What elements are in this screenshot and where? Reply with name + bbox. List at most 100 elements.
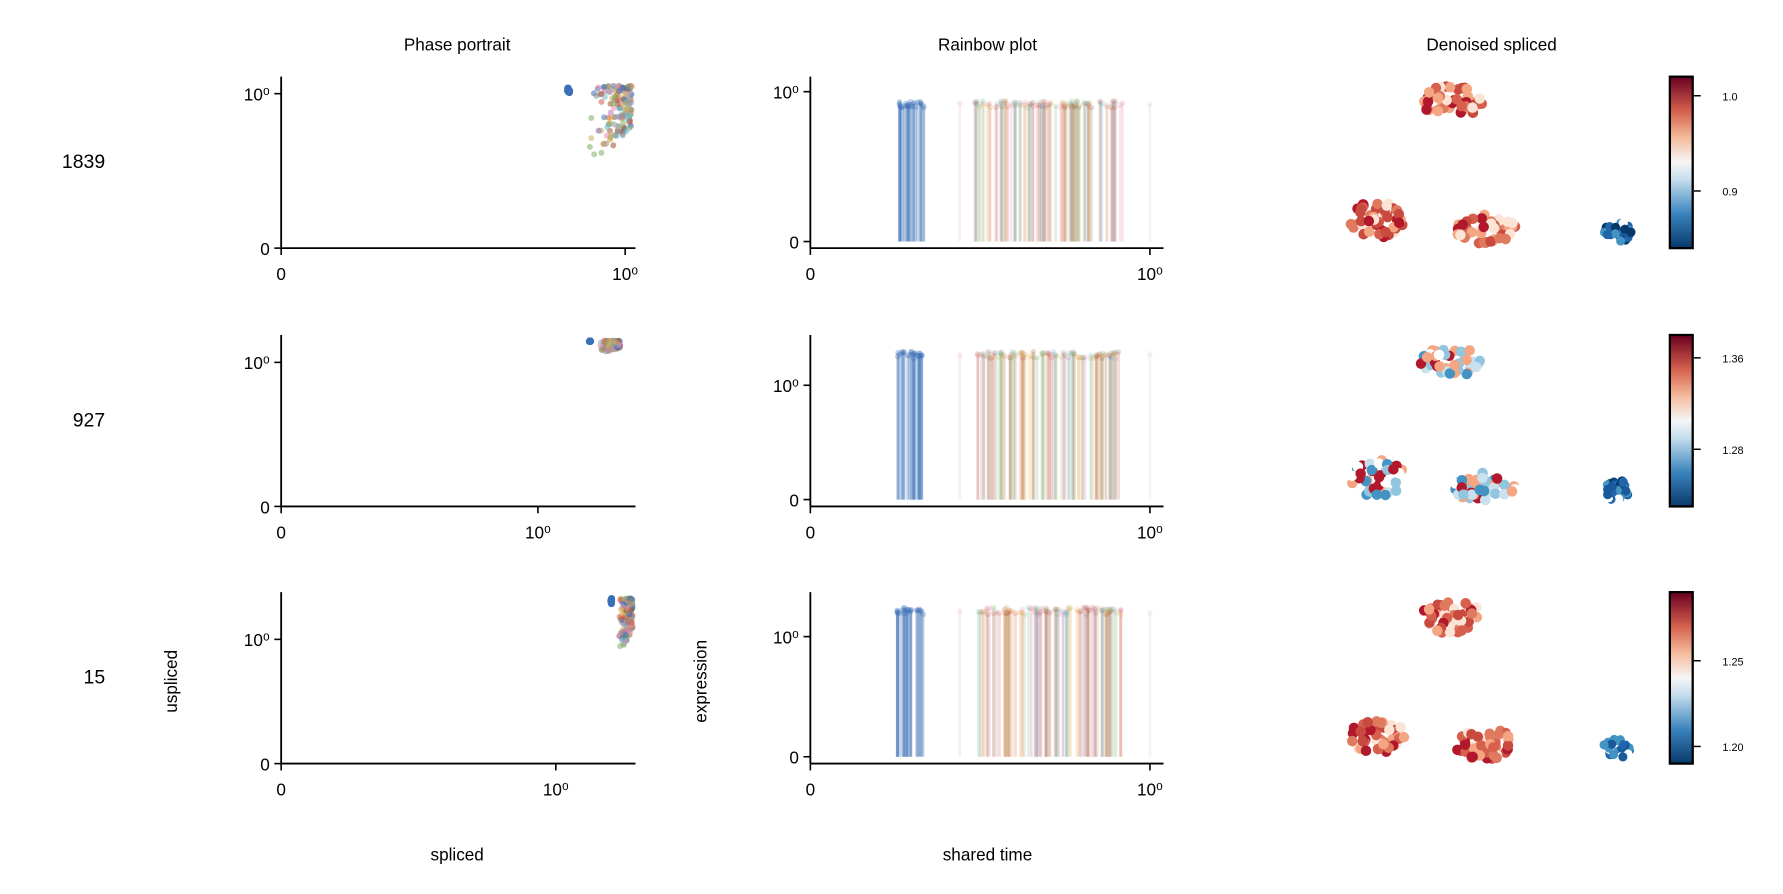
rainbow-point — [1017, 350, 1023, 357]
rainbow-point — [1063, 611, 1070, 618]
umap-cell-point — [1345, 218, 1357, 230]
colorbar-tick-label: 1.0 — [1722, 91, 1737, 103]
rainbow-point — [1052, 103, 1059, 110]
umap-cell-point — [1467, 751, 1478, 763]
rainbow-point — [1102, 611, 1109, 618]
rainbow-point — [1039, 351, 1046, 358]
rainbow-point — [911, 99, 917, 106]
phase-point — [610, 142, 617, 149]
colorbar-tick-label: 1.20 — [1722, 742, 1743, 754]
umap-cell-point — [1355, 215, 1367, 227]
rainbow-point — [1084, 604, 1091, 611]
rainbow-point — [1052, 352, 1059, 359]
rainbow-point — [1043, 608, 1049, 615]
rainbow-point — [1019, 609, 1025, 616]
rainbow-point — [997, 350, 1004, 357]
rainbow-point — [1093, 352, 1100, 359]
rainbow-point — [975, 609, 982, 615]
rainbow-point — [905, 101, 911, 108]
rainbow-point — [1107, 608, 1114, 615]
rainbow-point — [912, 350, 919, 357]
rainbow-point — [1034, 354, 1040, 361]
rainbow-point — [1022, 99, 1028, 106]
denoised-spliced-panel-1: 1.0 0.9 — [1345, 75, 1738, 250]
rainbow-point — [899, 350, 906, 356]
rainbow-point — [1038, 605, 1044, 612]
rainbow-point — [904, 102, 911, 109]
rainbow-point — [908, 348, 915, 355]
phase-point — [597, 342, 604, 349]
rainbow-point — [903, 100, 909, 107]
umap-cell-point — [1357, 735, 1368, 747]
rainbow-point — [908, 349, 914, 355]
rainbow-point — [1107, 350, 1114, 357]
rainbow-point — [1057, 104, 1064, 110]
umap-cell-point — [1506, 486, 1518, 497]
rainbow-point — [916, 607, 922, 614]
rainbow-point — [1034, 609, 1041, 616]
rainbow-plot-title: Rainbow plot — [938, 34, 1037, 54]
rainbow-point — [1028, 605, 1035, 612]
umap-cell-point — [1461, 368, 1473, 380]
umap-cell-point — [1467, 102, 1478, 113]
rainbow-point — [1082, 604, 1088, 611]
denoised-spliced-panel-3: 1.25 1.20 — [1346, 591, 1744, 765]
rainbow-point — [1099, 606, 1106, 612]
umap-cell-point — [1398, 731, 1410, 743]
rainbow-point — [998, 349, 1005, 355]
rainbow-point — [1039, 102, 1045, 109]
umap-cell-point — [1603, 490, 1613, 500]
rainbow-point — [918, 100, 925, 107]
umap-cell-point — [1502, 216, 1513, 228]
umap-cell-point — [1488, 750, 1499, 761]
rainbow-point — [913, 607, 920, 613]
rainbow-point — [1090, 354, 1097, 361]
rainbow-point — [973, 98, 980, 105]
rainbow-point — [986, 354, 993, 361]
rainbow-point — [1104, 103, 1111, 110]
umap-cell-point — [1493, 729, 1505, 740]
umap-cell-point — [1459, 739, 1471, 750]
rainbow-point — [1012, 99, 1019, 106]
rainbow-point — [993, 104, 999, 111]
rainbow-point — [898, 104, 905, 111]
phase-x-tick-label: 10⁰ — [612, 264, 638, 284]
rainbow-point — [909, 103, 916, 110]
phase-y-tick-label: 10⁰ — [244, 630, 270, 650]
rainbow-point — [1040, 98, 1047, 105]
rainbow-point — [971, 99, 978, 106]
umap-cell-point — [1455, 229, 1466, 241]
rainbow-point — [1067, 605, 1074, 611]
rainbow-point — [1030, 348, 1037, 355]
rainbow-point — [1017, 609, 1023, 616]
umap-cell-point — [1363, 226, 1375, 237]
rainbow-point — [1001, 353, 1008, 359]
rainbow-point — [1010, 353, 1017, 360]
phase-point — [625, 83, 632, 90]
phase-point — [616, 114, 623, 121]
rainbow-point — [1099, 350, 1106, 357]
umap-cell-point — [1464, 345, 1475, 356]
rainbow-point — [1034, 102, 1041, 108]
rainbow-y-tick-label: 0 — [789, 748, 799, 768]
rainbow-point — [1113, 609, 1119, 616]
umap-cell-point — [1485, 236, 1496, 247]
phase-point — [616, 342, 623, 349]
rainbow-point — [1076, 608, 1083, 615]
rainbow-point — [1094, 604, 1101, 611]
phase-point — [616, 88, 622, 95]
phase-point — [606, 342, 613, 348]
umap-cell-point — [1476, 740, 1487, 751]
rainbow-y-tick-label: 10⁰ — [773, 376, 799, 396]
rainbow-point — [1046, 351, 1053, 358]
colorbar-tick-label: 1.36 — [1722, 353, 1743, 365]
rainbow-point — [985, 353, 991, 360]
umap-cell-point — [1484, 728, 1495, 739]
phase-point — [598, 98, 605, 105]
rainbow-point — [1070, 350, 1076, 357]
rainbow-point — [894, 353, 901, 360]
rainbow-point — [1068, 102, 1075, 109]
rainbow-point — [1085, 101, 1091, 107]
umap-cell-point — [1393, 217, 1405, 229]
rainbow-point — [1072, 102, 1079, 109]
